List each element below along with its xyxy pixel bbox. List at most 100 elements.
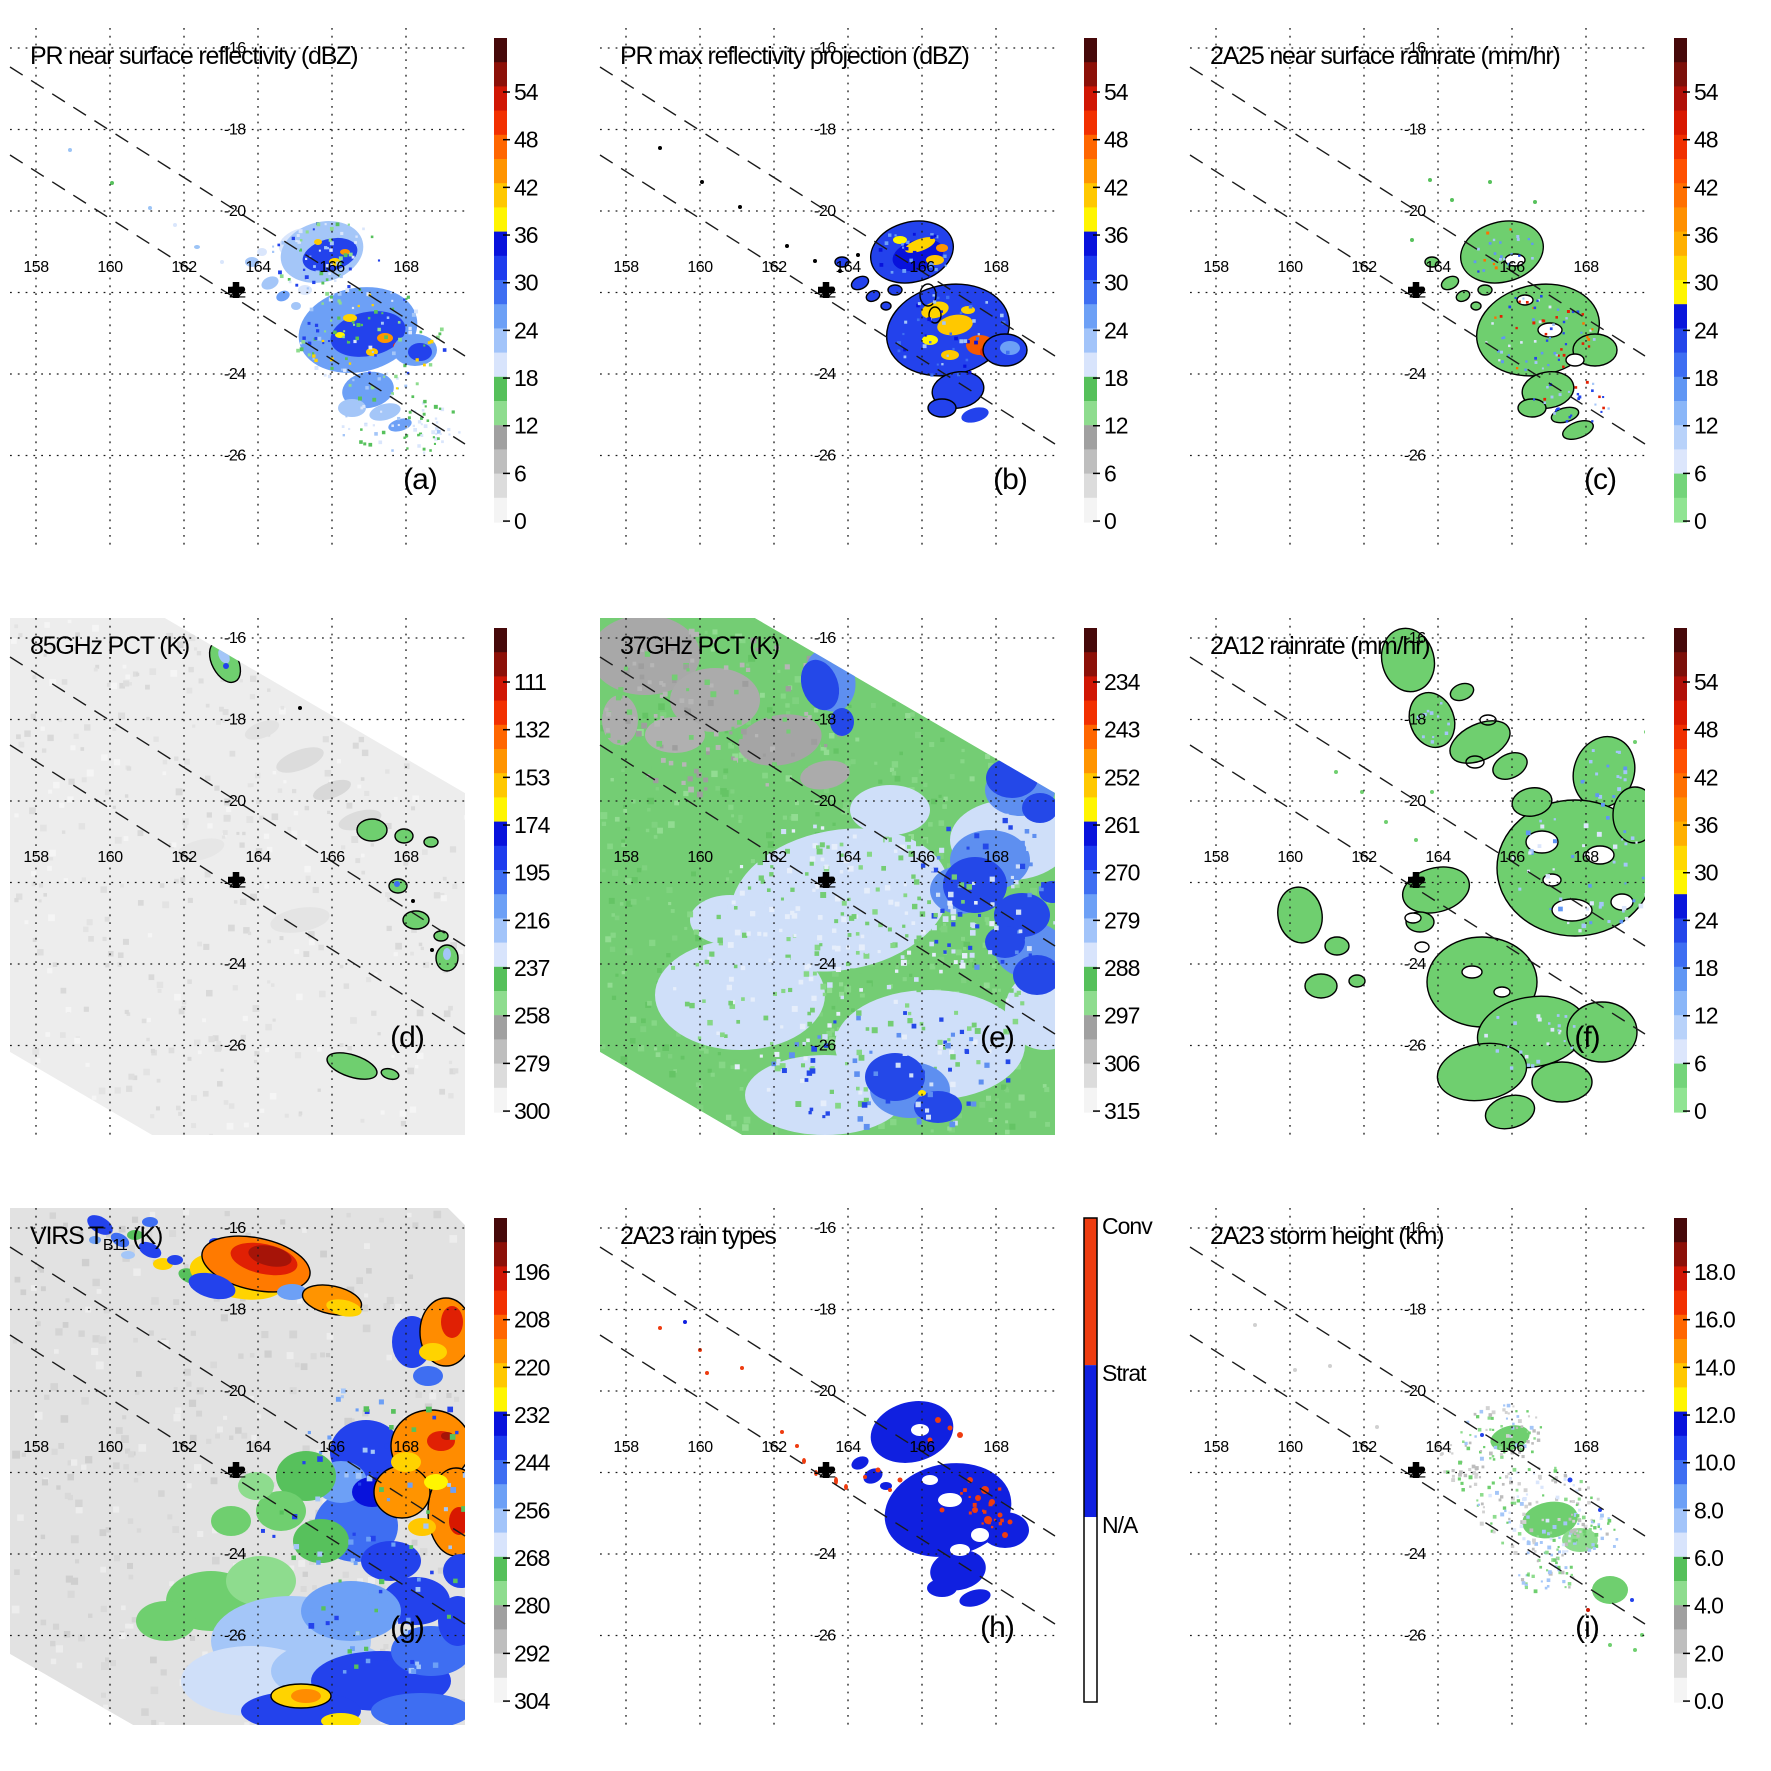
colorbar-tick-label: 216 <box>514 907 550 933</box>
data-blob <box>740 1366 744 1370</box>
speckle-field <box>1569 1513 1619 1552</box>
lat-label: -20 <box>224 793 246 810</box>
colorbar-tick-label: 243 <box>1104 717 1140 743</box>
data-blob <box>1013 955 1055 995</box>
data-blob <box>1334 770 1338 774</box>
data-blob <box>1440 275 1460 291</box>
lon-label: 160 <box>97 259 123 276</box>
colorbar-tick-label: 288 <box>1104 955 1140 981</box>
data-blob <box>301 1581 401 1641</box>
colorbar-tick-label: 306 <box>1104 1050 1140 1076</box>
data-blob <box>994 893 1050 937</box>
lat-label: -20 <box>1404 793 1426 810</box>
lat-lon-gridlines <box>10 28 465 545</box>
speckle-field <box>1484 1014 1576 1070</box>
lat-label: -18 <box>224 1302 246 1319</box>
colorbar: 18.0 16.0 14.0 12.0 10.0 8.0 6.0 4.0 2.0 0.0 <box>1674 1218 1736 1714</box>
lat-label: -26 <box>1404 1038 1426 1055</box>
colorbar-tick-label: 153 <box>514 764 550 790</box>
data-blob <box>705 1371 709 1375</box>
data-blob <box>658 1326 662 1330</box>
lon-label: 158 <box>1203 849 1229 866</box>
lat-label: -24 <box>1404 1546 1426 1563</box>
colorbar-tick-label: 36 <box>1694 222 1718 248</box>
lon-label: 162 <box>761 259 787 276</box>
data-blob <box>257 248 267 256</box>
lat-lon-gridlines <box>1190 28 1645 545</box>
lat-label: -18 <box>1404 712 1426 729</box>
lon-label: 158 <box>613 849 639 866</box>
data-blob <box>326 1299 362 1317</box>
data-blob <box>373 1465 431 1519</box>
data-blob <box>935 1417 941 1423</box>
lat-label: -26 <box>224 448 246 465</box>
speckle-field <box>1434 1442 1454 1456</box>
data-blob <box>937 314 973 336</box>
data-blob <box>961 407 989 423</box>
panel-letter-label: (h) <box>980 1611 1014 1644</box>
data-blob <box>941 350 959 360</box>
lon-label: 168 <box>393 849 419 866</box>
data-blob <box>838 269 842 273</box>
data-blob <box>356 818 388 842</box>
lon-label: 158 <box>1203 1439 1229 1456</box>
panel-background <box>0 0 591 591</box>
colorbar-tick-label: 6 <box>1104 460 1116 486</box>
lat-label: -18 <box>814 1302 836 1319</box>
data-blob <box>423 836 439 848</box>
data-blob <box>136 1601 196 1641</box>
swath-edge-dashed-lines <box>599 1246 1056 1625</box>
lat-label: -16 <box>1404 40 1426 57</box>
storm-center-cross-marker <box>1408 1462 1424 1478</box>
lat-label: -24 <box>814 366 836 383</box>
data-blob <box>1492 752 1528 780</box>
data-blob <box>1592 1576 1628 1604</box>
map-data <box>1253 1323 1644 1652</box>
data-blob <box>127 1230 143 1240</box>
lon-label: 168 <box>1573 849 1599 866</box>
lon-label: 164 <box>835 259 861 276</box>
colorbar-tick-label: 232 <box>514 1402 550 1428</box>
data-blob <box>419 1343 447 1361</box>
colorbar-tick-label: 54 <box>514 79 539 105</box>
colorbar: 54 48 42 36 30 24 18 12 6 0 <box>1674 628 1720 1124</box>
storm-center-cross-marker <box>818 872 834 888</box>
lat-label: -26 <box>1404 448 1426 465</box>
panel-d: 158160162164166168-16-18-20-22-24-2685GH… <box>0 590 591 1181</box>
colorbar-tick-label: 30 <box>514 270 538 296</box>
data-blob <box>1630 1598 1634 1602</box>
data-blob <box>443 948 451 960</box>
colorbar-tick-label: 0 <box>1694 1098 1706 1124</box>
lat-label: -24 <box>224 956 246 973</box>
panel-letter-label: (e) <box>980 1021 1014 1054</box>
data-blob <box>68 148 72 152</box>
lat-label: -18 <box>1404 122 1426 139</box>
lon-label: 160 <box>97 1439 123 1456</box>
data-blob <box>245 257 259 267</box>
map-data <box>658 1320 1029 1607</box>
data-blob <box>449 1507 465 1535</box>
data-blob <box>943 857 1007 913</box>
colorbar-tick-label: 174 <box>514 812 551 838</box>
speckle-field <box>1518 1550 1575 1594</box>
speckle-field <box>272 222 381 296</box>
colorbar-tick-label: 18 <box>514 365 538 391</box>
data-blob <box>261 276 279 290</box>
data-blob <box>211 1506 251 1536</box>
swath-edge-dashed-lines <box>1189 656 1646 1035</box>
data-blob <box>863 1475 867 1479</box>
data-blob <box>1424 256 1440 268</box>
colorbar-tick-label: 12 <box>1104 413 1128 439</box>
lon-label: 164 <box>1425 1439 1451 1456</box>
colorbar: 111 132 153 174 195 216 237 258 279 300 <box>494 628 552 1124</box>
speckle-field <box>1476 1466 1603 1555</box>
panel-h: 158160162164166168-16-18-20-22-24-262A23… <box>590 1180 1181 1771</box>
data-blob <box>291 302 301 310</box>
data-blob <box>1304 973 1338 999</box>
colorbar-tick-label: 36 <box>1104 222 1128 248</box>
data-blob <box>1612 786 1645 844</box>
colorbar-tick-label: 54 <box>1694 79 1719 105</box>
